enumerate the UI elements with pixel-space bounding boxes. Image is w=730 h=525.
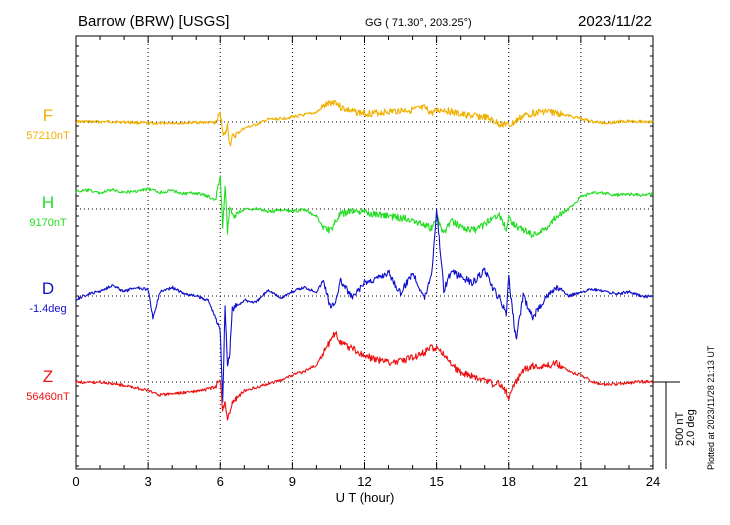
x-tick-label: 21 [574,474,588,489]
scale-label-deg: 2.0 deg [685,409,697,446]
x-tick-label: 0 [72,474,79,489]
trace-f [75,99,654,147]
channel-label-d: D [42,279,54,298]
trace-d [75,208,654,403]
baseline-label-d: -1.4deg [29,303,66,315]
trace-h [75,175,654,238]
baseline-label-h: 9170nT [29,217,67,229]
x-tick-label: 6 [217,474,224,489]
x-tick-label: 15 [429,474,443,489]
coordinates-label: GG ( 71.30°, 203.25°) [365,17,472,29]
channel-label-f: F [43,106,53,125]
channel-labels: F 57210nT H 9170nT D -1.4deg Z 56460nT [26,106,70,403]
baseline-label-z: 56460nT [26,391,70,403]
station-title: Barrow (BRW) [USGS] [78,13,229,30]
channel-label-h: H [42,193,54,212]
axis-ticks [75,36,654,469]
date-label: 2023/11/22 [578,13,652,30]
x-tick-label: 12 [357,474,371,489]
scale-label-nt: 500 nT [674,411,686,446]
grid-lines [76,36,653,469]
trace-layer [75,99,654,421]
x-tick-label: 18 [502,474,516,489]
x-tick-label: 9 [289,474,296,489]
x-tick-labels: 0 3 6 9 12 15 18 21 24 [72,474,660,489]
channel-label-z: Z [43,367,53,386]
baseline-label-f: 57210nT [26,130,70,142]
x-axis-label: U T (hour) [336,490,395,505]
plotted-at-note: Plotted at 2023/11/28 21:13 UT [706,345,716,470]
x-tick-label: 3 [145,474,152,489]
trace-z [75,331,654,421]
x-tick-label: 24 [646,474,660,489]
